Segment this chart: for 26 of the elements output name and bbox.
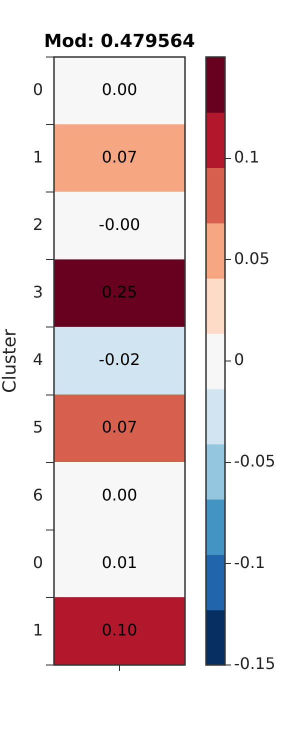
data-label: 0.00 [102, 485, 138, 504]
y-tick-label: 0 [32, 80, 43, 99]
color-bar-label: 0.05 [234, 248, 270, 268]
y-axis-title: Cluster [0, 328, 20, 393]
y-tick-label: 5 [32, 418, 43, 437]
data-label: -0.00 [98, 215, 140, 234]
y-tick-label: 0 [32, 552, 43, 572]
data-label: -0.02 [98, 350, 140, 370]
data-label: 0.01 [102, 552, 138, 572]
y-tick-label: 4 [32, 350, 43, 370]
y-tick-label: 6 [32, 485, 43, 504]
chart-title: Mod: 0.479564 [44, 31, 196, 52]
data-label: 0.00 [102, 80, 138, 99]
data-label: 0.07 [102, 418, 138, 437]
color-bar-label: -0.05 [234, 451, 276, 470]
color-bar-label: -0.15 [234, 654, 276, 674]
y-tick-label: 2 [32, 215, 43, 234]
y-tick-label: 1 [32, 147, 43, 166]
y-tick-label: 3 [32, 282, 43, 302]
y-tick-label: 1 [32, 620, 43, 640]
data-label: 0.25 [102, 282, 138, 302]
color-bar-label: 0 [234, 350, 244, 370]
color-bar-label: 0.1 [234, 147, 260, 166]
data-label: 0.07 [102, 147, 138, 166]
color-bar-label: -0.1 [234, 552, 266, 572]
data-label: 0.10 [102, 620, 138, 640]
